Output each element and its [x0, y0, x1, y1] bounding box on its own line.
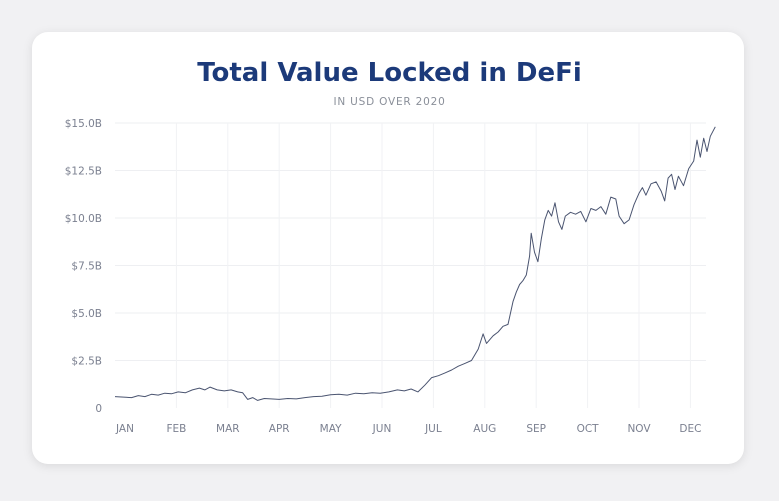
x-tick-label: APR [269, 423, 290, 435]
y-tick-label: $5.0B [71, 308, 102, 320]
y-tick-label: $7.5B [71, 261, 102, 273]
x-tick-label: FEB [166, 423, 186, 435]
chart-title: Total Value Locked in DeFi [197, 58, 582, 88]
x-tick-label: NOV [627, 423, 651, 435]
y-tick-label: $15.0B [65, 118, 102, 130]
x-tick-label: AUG [473, 423, 496, 435]
x-tick-label: DEC [679, 423, 701, 435]
x-tick-label: OCT [577, 423, 600, 435]
x-tick-label: MAR [216, 423, 240, 435]
x-tick-label: SEP [526, 423, 546, 435]
chart-subtitle: IN USD OVER 2020 [333, 96, 446, 108]
tvl-series-line [114, 126, 716, 401]
y-tick-label: 0 [95, 403, 102, 415]
x-tick-label: JUL [424, 423, 442, 435]
y-tick-label: $10.0B [65, 213, 102, 225]
x-tick-label: JUN [372, 423, 392, 435]
y-tick-label: $2.5B [71, 356, 102, 368]
x-tick-label: JAN [115, 423, 134, 435]
y-tick-label: $12.5B [65, 166, 102, 178]
x-tick-label: MAY [320, 423, 342, 435]
